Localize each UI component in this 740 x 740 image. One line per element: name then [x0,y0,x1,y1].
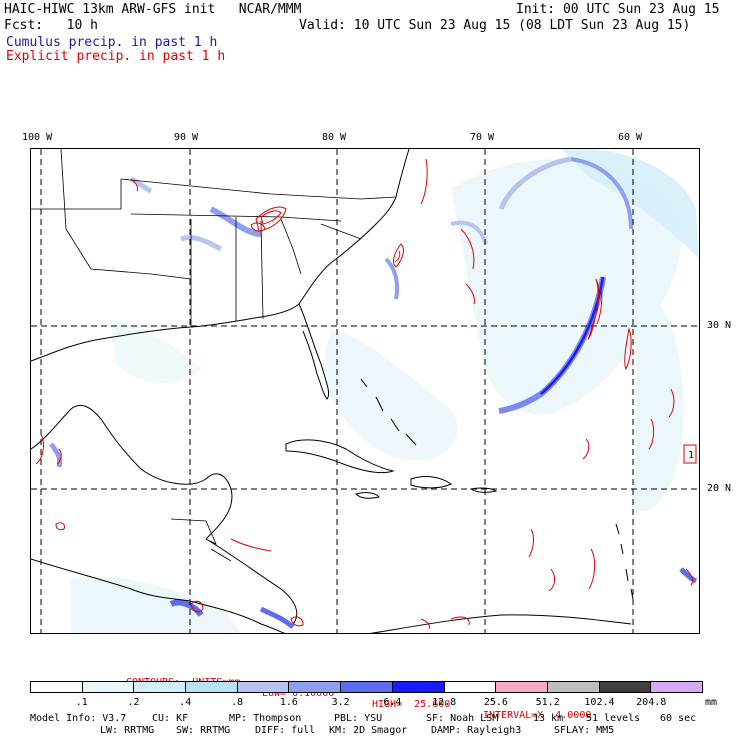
precip-map: 1 [30,148,700,634]
colorbar-tick-label: 1.6 [279,697,298,708]
colorbar-tick-label: 102.4 [584,697,615,708]
legend-cumulus-precip: Cumulus precip. in past 1 h [6,35,218,50]
plot-title: HAIC-HIWC 13km ARW-GFS init NCAR/MMM [4,2,302,17]
colorbar-tick-label: .1 [75,697,88,708]
footer-lw: LW: RRTMG [100,725,155,736]
lon-label-80w: 80 W [322,132,347,143]
forecast-hour: Fcst: 10 h [4,18,98,33]
cumulus-precip-band [49,156,698,629]
colorbar-units: mm [705,697,718,708]
contour-high: HIGH= 25.600 [372,699,451,710]
contour-marker [683,444,697,464]
colorbar-segment [289,682,342,692]
footer-pbl: PBL: YSU [334,713,383,724]
latlon-grid [31,149,699,633]
valid-time: Valid: 10 UTC Sun 23 Aug 15 (08 LDT Sun … [299,18,691,33]
footer-timestep: 60 sec [660,713,697,724]
cumulus-precip-shading [71,149,699,633]
footer-sflay: SFLAY: MM5 [554,725,615,736]
init-time: Init: 00 UTC Sun 23 Aug 15 [516,2,720,17]
explicit-precip-contours [35,158,694,630]
contour-marker-label: 1 [688,450,694,461]
lon-label-100w: 100 W [22,132,53,143]
colorbar-tick-label: 6.4 [383,697,402,708]
colorbar-segment [444,682,497,692]
lat-label-20n: 20 N [707,483,732,494]
footer-mp: MP: Thompson [229,713,302,724]
lon-label-60w: 60 W [618,132,643,143]
colorbar-tick-label: .4 [179,697,192,708]
colorbar-segment [599,682,652,692]
colorbar-tick-label: 12.8 [432,697,457,708]
footer-sf: SF: Noah LSM [426,713,499,724]
map-svg: 1 [31,149,699,633]
footer-damp: DAMP: Rayleigh3 [431,725,522,736]
footer-cu: CU: KF [152,713,189,724]
colorbar-segment [392,682,445,692]
colorbar-tick-label: 3.2 [331,697,350,708]
colorbar-segment [547,682,600,692]
footer-levels: 51 levels [586,713,641,724]
footer-sw: SW: RRTMG [176,725,231,736]
colorbar-segment [651,682,702,692]
lon-label-70w: 70 W [470,132,495,143]
footer-resolution: 13 km [533,713,564,724]
colorbar-segment [496,682,548,692]
colorbar-tick-label: .8 [231,697,244,708]
colorbar [30,681,703,693]
colorbar-segment [134,682,187,692]
contour-low: LOW= 0.10000 [262,688,335,699]
footer-model: Model Info: V3.7 [30,713,127,724]
political-borders [31,149,397,562]
footer-km: KM: 2D Smagor [329,725,408,736]
colorbar-segment [31,682,83,692]
contour-interval: INTERVAL=X 4.0000 [483,710,592,721]
colorbar-tick-label: 25.6 [483,697,508,708]
lat-label-30n: 30 N [707,320,732,331]
colorbar-segment [341,682,393,692]
colorbar-tick-label: .2 [127,697,140,708]
legend-explicit-precip: Explicit precip. in past 1 h [6,49,226,64]
colorbar-segment [82,682,135,692]
lon-label-90w: 90 W [174,132,199,143]
colorbar-tick-label: 51.2 [535,697,560,708]
colorbar-segment [237,682,290,692]
colorbar-segment [186,682,238,692]
footer-diff: DIFF: full [255,725,316,736]
colorbar-tick-label: 204.8 [636,697,667,708]
